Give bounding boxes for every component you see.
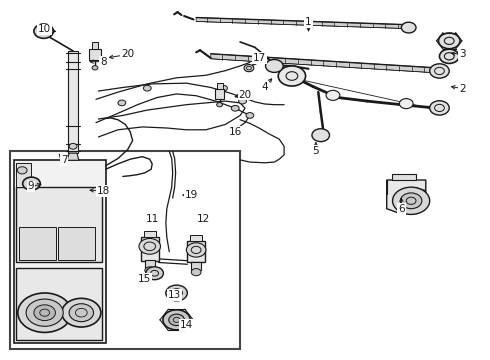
Text: 17: 17 bbox=[253, 53, 266, 63]
Text: 12: 12 bbox=[197, 215, 210, 224]
Text: 5: 5 bbox=[313, 146, 319, 156]
Text: 8: 8 bbox=[100, 57, 107, 67]
Circle shape bbox=[440, 49, 459, 63]
Text: 20: 20 bbox=[121, 49, 134, 59]
Bar bbox=[217, 83, 222, 89]
Circle shape bbox=[17, 167, 27, 174]
Circle shape bbox=[399, 99, 413, 109]
Text: 9: 9 bbox=[27, 181, 34, 192]
Circle shape bbox=[220, 85, 227, 91]
Circle shape bbox=[266, 59, 283, 72]
Circle shape bbox=[18, 293, 72, 332]
Circle shape bbox=[430, 101, 449, 115]
Bar bbox=[144, 231, 156, 237]
Text: 16: 16 bbox=[229, 127, 242, 136]
Circle shape bbox=[392, 187, 430, 215]
Circle shape bbox=[312, 129, 330, 141]
Text: 13: 13 bbox=[168, 290, 181, 300]
Circle shape bbox=[34, 305, 55, 320]
Circle shape bbox=[118, 100, 126, 106]
Text: 20: 20 bbox=[239, 90, 251, 100]
Circle shape bbox=[400, 193, 422, 209]
Circle shape bbox=[244, 64, 254, 72]
Circle shape bbox=[326, 90, 340, 100]
Bar bbox=[141, 237, 159, 261]
Circle shape bbox=[69, 143, 77, 149]
Circle shape bbox=[144, 85, 151, 91]
Polygon shape bbox=[196, 18, 409, 29]
Bar bbox=[16, 164, 28, 176]
Text: 1: 1 bbox=[305, 17, 312, 27]
Bar bbox=[16, 187, 102, 262]
Circle shape bbox=[92, 66, 98, 70]
Circle shape bbox=[439, 33, 460, 49]
Bar bbox=[392, 174, 416, 180]
Bar bbox=[16, 268, 102, 339]
Circle shape bbox=[145, 267, 155, 274]
Circle shape bbox=[278, 66, 306, 86]
Circle shape bbox=[231, 105, 239, 111]
Circle shape bbox=[186, 243, 206, 257]
Bar bbox=[145, 260, 155, 268]
Bar bbox=[89, 49, 101, 59]
Text: 6: 6 bbox=[398, 204, 405, 214]
Text: 4: 4 bbox=[261, 82, 268, 92]
Text: 10: 10 bbox=[38, 24, 51, 35]
Bar bbox=[58, 227, 95, 260]
Text: 11: 11 bbox=[146, 215, 159, 224]
Bar bbox=[19, 227, 56, 260]
Circle shape bbox=[246, 113, 254, 118]
Bar bbox=[191, 262, 201, 270]
Circle shape bbox=[139, 238, 160, 254]
Text: 18: 18 bbox=[97, 186, 110, 196]
Circle shape bbox=[69, 304, 94, 321]
Bar bbox=[215, 89, 224, 99]
Circle shape bbox=[34, 24, 53, 39]
Polygon shape bbox=[14, 160, 106, 343]
Bar bbox=[187, 241, 205, 262]
Bar bbox=[190, 235, 202, 241]
Text: 7: 7 bbox=[61, 155, 68, 165]
Text: 3: 3 bbox=[459, 49, 466, 59]
Circle shape bbox=[23, 177, 40, 190]
Text: 14: 14 bbox=[180, 320, 193, 330]
Circle shape bbox=[171, 289, 182, 297]
Circle shape bbox=[146, 267, 163, 280]
Text: 15: 15 bbox=[138, 274, 151, 284]
Circle shape bbox=[430, 64, 449, 78]
Bar bbox=[16, 163, 31, 187]
Circle shape bbox=[191, 269, 201, 276]
Bar bbox=[10, 151, 240, 348]
Polygon shape bbox=[211, 54, 441, 73]
Bar bbox=[92, 42, 98, 49]
Circle shape bbox=[217, 103, 222, 107]
Polygon shape bbox=[67, 153, 79, 160]
Circle shape bbox=[401, 22, 416, 33]
Circle shape bbox=[62, 298, 101, 327]
Circle shape bbox=[169, 314, 184, 325]
Text: 2: 2 bbox=[459, 84, 466, 94]
Text: 19: 19 bbox=[185, 190, 198, 200]
Polygon shape bbox=[68, 51, 78, 153]
Circle shape bbox=[26, 299, 63, 326]
Circle shape bbox=[239, 98, 246, 104]
Polygon shape bbox=[387, 180, 426, 212]
Circle shape bbox=[163, 310, 190, 330]
Circle shape bbox=[166, 285, 187, 301]
